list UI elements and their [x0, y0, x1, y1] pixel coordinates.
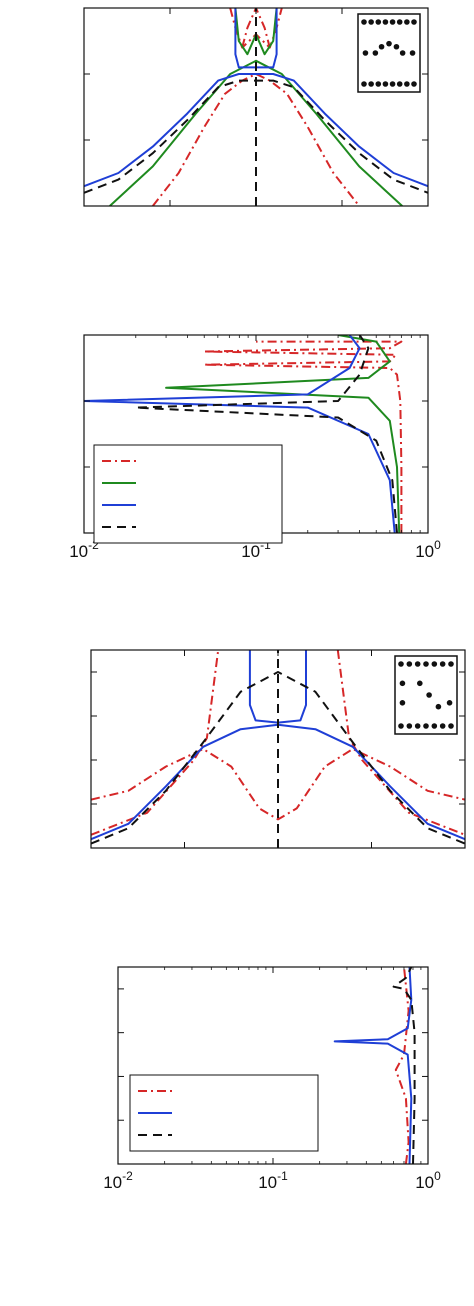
x-tick-base: 10: [415, 1173, 434, 1192]
inset-dot: [375, 81, 382, 87]
x-tick-base: 10: [415, 542, 434, 561]
inset-dot: [426, 692, 432, 698]
inset-dot: [393, 43, 400, 50]
series-line-3: [109, 59, 403, 206]
inset-dot: [411, 81, 417, 87]
x-tick-exponent: -1: [277, 1169, 288, 1183]
inset-dot: [417, 680, 423, 687]
legend: [93, 444, 283, 544]
series-line-1: [91, 650, 220, 836]
x-tick-label: 10-1: [241, 538, 271, 561]
inset-dot: [361, 81, 367, 87]
inset-dot: [435, 703, 442, 710]
inset-dot: [414, 661, 421, 667]
series-group: [333, 967, 416, 1164]
inset-schematic: [394, 655, 458, 735]
inset-dot: [382, 81, 389, 87]
series-line-0: [152, 73, 360, 206]
inset-dot: [396, 81, 403, 87]
series-line-0: [91, 748, 465, 821]
x-tick-base: 10: [69, 542, 88, 561]
series-line-5: [91, 671, 465, 845]
inset-dot: [398, 723, 404, 729]
x-tick-base: 10: [103, 1173, 122, 1192]
inset-dot: [439, 723, 446, 729]
inset-dot: [423, 723, 429, 729]
series-group: [84, 8, 428, 206]
x-tick-label: 100: [415, 538, 441, 561]
series-line-3: [134, 335, 398, 533]
inset-dot: [406, 723, 413, 729]
series-line-0: [203, 340, 403, 533]
inset-dot: [368, 19, 374, 25]
inset-dot: [399, 700, 406, 706]
inset-dot: [361, 19, 367, 25]
x-tick-exponent: 0: [434, 1169, 441, 1183]
series-line-2: [241, 8, 271, 48]
chart-panel-a: [83, 7, 429, 207]
x-tick-label: 10-2: [103, 1169, 133, 1192]
series-line-1: [165, 335, 401, 533]
inset-dot: [378, 43, 385, 50]
inset-dot: [439, 661, 446, 667]
series-line-2: [336, 650, 465, 836]
x-tick-base: 10: [241, 542, 260, 561]
x-tick-exponent: 0: [434, 538, 441, 552]
series-line-1: [333, 967, 413, 1164]
inset-dot: [406, 661, 413, 667]
x-tick-label: 100: [415, 1169, 441, 1192]
x-tick-base: 10: [258, 1173, 277, 1192]
series-line-0: [394, 967, 410, 1164]
x-tick-label: 10-1: [258, 1169, 288, 1192]
inset-dot: [362, 50, 369, 56]
inset-dot: [382, 19, 389, 25]
legend: [129, 1074, 319, 1152]
series-line-2: [392, 967, 416, 1164]
inset-dot: [399, 50, 406, 56]
chart-panel-b: 10-2 10-1 100: [69, 334, 441, 561]
inset-dot: [404, 81, 410, 87]
inset-dot: [404, 19, 410, 25]
chart-panel-d: 10-2 10-1 100: [103, 966, 441, 1192]
chart-panel-c: [90, 649, 466, 849]
inset-dot: [396, 19, 403, 25]
inset-dot: [411, 19, 417, 25]
inset-dot: [414, 723, 421, 729]
series-group: [91, 650, 465, 848]
inset-dot: [448, 723, 454, 729]
inset-frame: [394, 655, 458, 735]
inset-dot: [409, 50, 416, 56]
inset-dot: [386, 40, 392, 47]
inset-frame: [357, 13, 421, 93]
inset-dot: [389, 81, 396, 87]
x-tick-exponent: -2: [88, 538, 99, 552]
series-group: [84, 335, 403, 533]
x-tick-label: 10-2: [69, 538, 99, 561]
inset-dot: [431, 661, 438, 667]
inset-dot: [399, 680, 406, 687]
series-line-2: [84, 335, 396, 533]
inset-dot: [372, 50, 379, 56]
inset-dot: [368, 81, 374, 87]
series-line-5: [84, 73, 428, 188]
inset-dot: [375, 19, 382, 25]
inset-dot: [389, 19, 396, 25]
inset-dot: [423, 661, 429, 667]
inset-dot: [448, 661, 454, 667]
x-tick-exponent: -1: [260, 538, 271, 552]
legend-box: [93, 444, 283, 544]
inset-schematic: [357, 13, 421, 93]
inset-dot: [398, 661, 404, 667]
inset-dot: [446, 700, 453, 706]
inset-dot: [431, 723, 438, 729]
x-tick-exponent: -2: [122, 1169, 133, 1183]
